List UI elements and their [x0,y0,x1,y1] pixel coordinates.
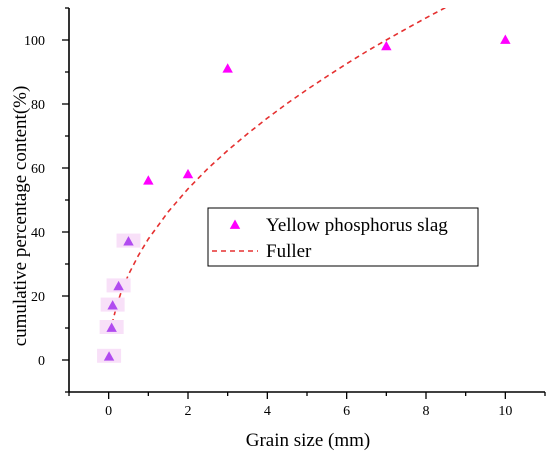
legend: Yellow phosphorus slag Fuller [207,207,479,267]
legend-box [207,207,479,267]
x-tick-label: 8 [423,404,430,419]
legend-label-scatter: Yellow phosphorus slag [266,215,448,236]
x-tick-label: 0 [105,404,112,419]
data-point [113,280,124,291]
x-tick-label: 4 [264,404,271,419]
data-point [222,63,233,73]
y-tick-label: 80 [31,98,45,113]
data-point [107,300,118,310]
data-point [123,236,134,246]
data-points [97,34,511,363]
data-point [106,322,117,332]
y-tick-label: 100 [24,34,45,49]
x-tick-label: 10 [498,404,512,419]
y-tick-label: 60 [31,162,45,177]
data-point [182,168,194,179]
data-point [500,34,511,44]
legend-label-fuller: Fuller [266,241,312,262]
y-tick-label: 40 [31,226,45,241]
y-tick-label: 0 [38,354,45,369]
data-point [143,175,154,185]
x-tick-label: 2 [185,404,192,419]
x-tick-label: 6 [343,404,350,419]
y-axis-label: cumulative percentage content(%) [10,86,31,347]
fuller-curve [109,8,447,333]
legend-marker-triangle [229,219,241,229]
data-point [381,40,392,51]
data-point [103,351,115,361]
x-axis-label: Grain size (mm) [246,430,371,451]
y-tick-label: 20 [31,290,45,305]
fuller-curve-group [109,8,447,333]
